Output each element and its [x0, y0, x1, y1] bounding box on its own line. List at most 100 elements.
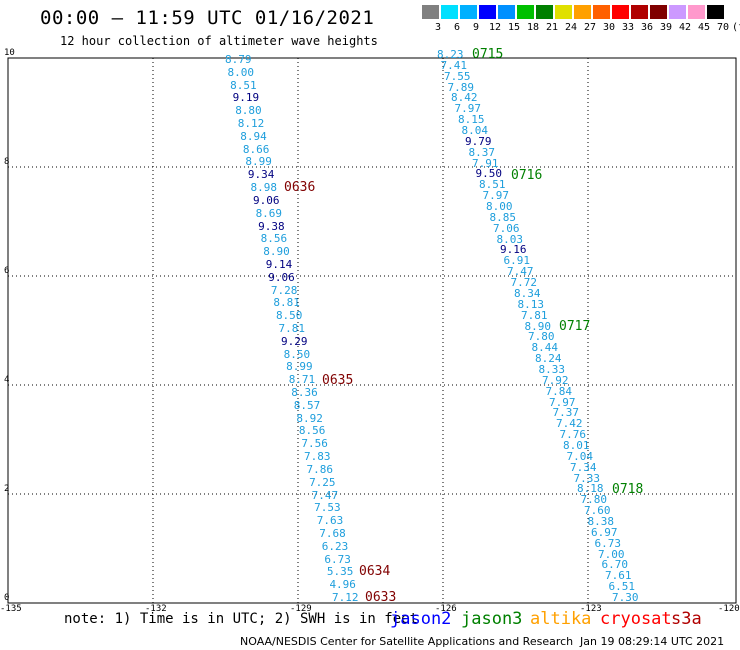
pass-time-label: 0633 — [365, 590, 397, 605]
swh-value-label: 4.96 — [329, 578, 356, 592]
color-swatch — [422, 5, 439, 19]
color-swatch — [593, 5, 610, 19]
color-swatch — [612, 5, 629, 19]
swh-value-label: 7.81 — [521, 308, 548, 322]
swh-value-label: 9.06 — [253, 193, 280, 207]
swh-value-label: 8.13 — [517, 297, 545, 311]
swh-value-label: 8.57 — [293, 398, 321, 412]
color-tick-label: 39 — [659, 22, 673, 33]
swh-value-label: 8.24 — [535, 352, 562, 366]
swh-value-label: 6.73 — [594, 536, 622, 550]
y-tick-label: 4 — [4, 375, 10, 385]
swh-value-label: 8.90 — [524, 319, 552, 333]
swh-value-label: 7.91 — [472, 156, 499, 170]
color-tick-label: (ft) — [732, 22, 740, 33]
swh-value-label: 7.04 — [566, 449, 594, 463]
swh-value-label: 7.47 — [311, 488, 339, 502]
page-subtitle: 12 hour collection of altimeter wave hei… — [60, 34, 378, 48]
swh-value-label: 6.70 — [601, 558, 629, 572]
x-tick-label: -132 — [145, 604, 167, 614]
color-swatch — [536, 5, 553, 19]
swh-value-label: 8.79 — [225, 53, 252, 66]
swh-value-label: 7.28 — [270, 283, 298, 297]
x-tick-label: -126 — [435, 604, 457, 614]
swh-value-label: 7.56 — [301, 437, 328, 451]
color-tick-label: 33 — [621, 22, 635, 33]
swh-value-label: 7.97 — [454, 102, 482, 116]
color-swatch — [460, 5, 477, 19]
swh-value-label: 8.00 — [227, 65, 255, 79]
color-swatch — [479, 5, 496, 19]
swh-value-label: 7.80 — [580, 493, 608, 507]
color-swatch — [555, 5, 572, 19]
pass-time-label: 0634 — [359, 564, 391, 579]
swh-value-label: 9.50 — [475, 167, 503, 181]
swh-value-label: 8.50 — [275, 309, 303, 323]
swh-value-label: 9.34 — [247, 168, 275, 182]
swh-value-label: 8.99 — [245, 155, 272, 169]
swh-value-label: 8.50 — [283, 347, 311, 361]
swh-value-label: 8.80 — [235, 104, 262, 118]
color-tick-label: 21 — [545, 22, 559, 33]
swh-value-label: 7.97 — [549, 395, 576, 409]
swh-value-label: 7.53 — [314, 501, 341, 515]
swh-value-label: 6.51 — [608, 580, 636, 594]
swh-value-label: 8.51 — [479, 178, 506, 192]
swh-value-label: 9.06 — [268, 270, 295, 284]
swh-value-label: 7.25 — [309, 475, 336, 489]
swh-value-label: 8.90 — [263, 245, 290, 259]
swh-value-label: 8.51 — [230, 78, 257, 92]
swh-value-label: 9.79 — [465, 134, 492, 148]
swh-value-label: 8.44 — [531, 341, 559, 355]
swh-value-label: 8.23 — [437, 48, 464, 61]
swh-value-label: 9.14 — [265, 257, 293, 271]
y-tick-label: 10 — [4, 48, 15, 58]
swh-value-label: 8.94 — [240, 129, 267, 143]
swh-value-label: 8.15 — [458, 113, 485, 127]
color-tick-label: 27 — [583, 22, 597, 33]
swh-value-label: 8.99 — [286, 360, 313, 374]
color-swatch — [650, 5, 667, 19]
swh-value-label: 9.16 — [500, 243, 527, 257]
swh-value-label: 7.41 — [440, 58, 468, 72]
swh-value-label: 8.69 — [255, 206, 283, 220]
swh-value-label: 8.12 — [237, 117, 265, 131]
legend-item-cryosat: cryosat — [600, 609, 672, 629]
color-swatch — [669, 5, 686, 19]
pass-time-label: 0635 — [322, 373, 354, 388]
swh-value-label: 7.37 — [552, 406, 580, 420]
color-tick-label: 3 — [434, 22, 442, 33]
pass-time-label: 0636 — [284, 180, 316, 195]
swh-value-label: 8.66 — [242, 142, 270, 156]
color-tick-label: 15 — [507, 22, 521, 33]
swh-value-label: 7.89 — [447, 80, 475, 94]
y-tick-label: 0 — [4, 593, 10, 603]
page-title: 00:00 – 11:59 UTC 01/16/2021 — [40, 7, 375, 29]
swh-value-label: 7.60 — [584, 504, 611, 518]
swh-value-label: 8.00 — [486, 200, 513, 214]
pass-time-label: 0716 — [511, 168, 543, 183]
swh-value-label: 7.97 — [482, 189, 510, 203]
color-swatch — [517, 5, 534, 19]
swh-value-label: 7.33 — [573, 471, 601, 485]
color-tick-label: 45 — [697, 22, 711, 33]
pass-time-label: 0717 — [559, 319, 591, 334]
swh-value-label: 7.61 — [605, 569, 632, 583]
legend-item-altika: altika — [530, 609, 592, 629]
x-tick-label: -129 — [290, 604, 312, 614]
swh-value-label: 7.72 — [510, 276, 538, 290]
swh-value-label: 7.06 — [493, 221, 520, 235]
swh-value-label: 7.55 — [444, 69, 471, 83]
x-tick-label: -123 — [580, 604, 602, 614]
swh-value-label: 7.12 — [332, 591, 359, 604]
plot-border — [7, 57, 737, 604]
units-note: note: 1) Time is in UTC; 2) SWH is in fe… — [64, 611, 419, 627]
legend-item-s3a: s3a — [671, 609, 702, 629]
swh-value-label: 7.76 — [559, 428, 587, 442]
pass-time-label: 0718 — [612, 482, 644, 497]
swh-value-label: 8.33 — [538, 362, 566, 376]
swh-value-label: 9.38 — [258, 219, 285, 233]
swh-value-label: 8.37 — [468, 145, 496, 159]
